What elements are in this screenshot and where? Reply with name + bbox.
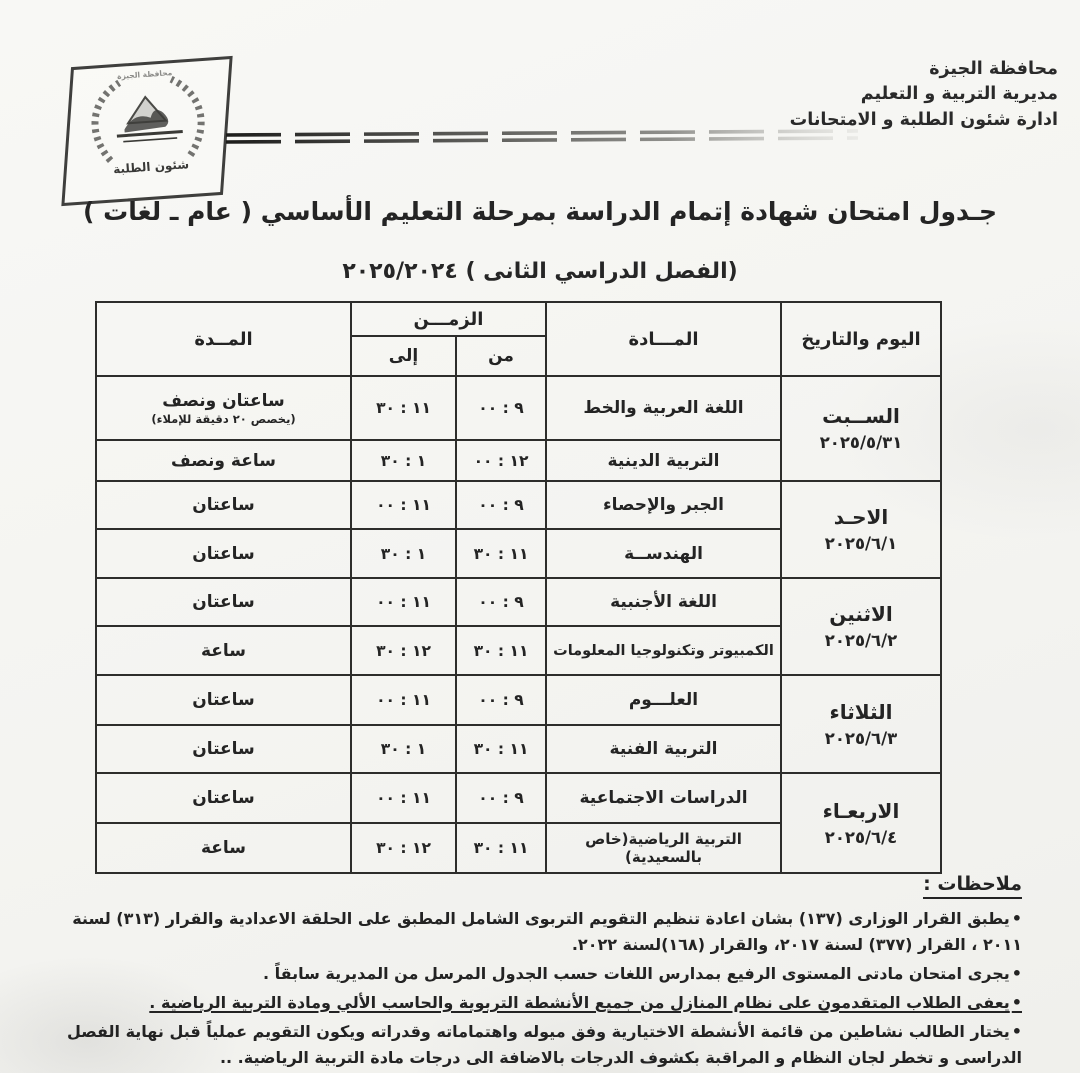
to-cell: ١١ : ٠٠: [350, 772, 457, 824]
sphinx-icon: [124, 110, 169, 133]
to-cell: ١١ : ٠٠: [350, 480, 457, 530]
table-row: الســبت ٢٠٢٥/٥/٣١ اللغة العربية والخط ٩ …: [95, 375, 942, 482]
to-cell: ١٢ : ٣٠: [350, 822, 457, 874]
stamp-inner: محافظة الجيزة شئون الطلبة: [74, 60, 221, 179]
notes-heading: ملاحظات :: [923, 873, 1022, 899]
to-cell: ١ : ٣٠: [350, 528, 457, 579]
day-name: الســبت: [822, 404, 900, 429]
table-row: الاثنين ٢٠٢٥/٦/٢ اللغة الأجنبية ٩ : ٠٠ ١…: [95, 577, 942, 676]
header-day-date: اليوم والتاريخ: [780, 301, 942, 377]
day-date: ٢٠٢٥/٦/١: [824, 534, 898, 554]
header-row-1: اليوم والتاريخ المـــادة الزمـــن المــد…: [95, 301, 942, 377]
duration-cell: ساعة ونصف: [95, 439, 352, 482]
header-time: الزمـــن: [350, 301, 547, 337]
header-subject: المـــادة: [545, 301, 782, 377]
subject-cell: الدراسات الاجتماعية: [545, 772, 782, 824]
org-header: محافظة الجيزة مديرية التربية و التعليم ا…: [790, 57, 1058, 133]
table-row: الهندســة ١١ : ٣٠ ١ : ٣٠ ساعتان: [95, 528, 941, 579]
to-cell: ١٢ : ٣٠: [350, 625, 457, 676]
subject-cell: الهندســة: [545, 528, 782, 579]
day-date: ٢٠٢٥/٦/٣: [824, 728, 898, 748]
table-row: الكمبيوتر وتكنولوجيا المعلومات ١١ : ٣٠ ١…: [95, 625, 941, 676]
from-cell: ٩ : ٠٠: [455, 674, 547, 726]
day-name: الثلاثاء: [829, 699, 893, 724]
stamp-baseline: [116, 130, 183, 138]
to-cell: ١١ : ٠٠: [350, 674, 457, 726]
to-cell: ١١ : ٣٠: [350, 375, 457, 441]
to-cell: ١ : ٣٠: [350, 439, 457, 482]
separator-line: [226, 129, 858, 144]
exam-schedule-table: اليوم والتاريخ المـــادة الزمـــن المــد…: [95, 301, 942, 874]
subject-cell: الكمبيوتر وتكنولوجيا المعلومات: [545, 625, 782, 676]
day-date-cell: الاربعـاء ٢٠٢٥/٦/٤: [780, 772, 942, 874]
day-name: الاحـد: [833, 505, 889, 530]
note-item: يجرى امتحان مادتى المستوى الرفيع بمدارس …: [52, 961, 1022, 987]
duration-cell: ساعتان: [95, 724, 352, 774]
from-cell: ١٢ : ٠٠: [455, 439, 547, 482]
duration-note: (يخصص ٢٠ دقيقة للإملاء): [151, 411, 296, 426]
duration-cell: ساعة: [95, 822, 352, 874]
duration-cell: ساعة: [95, 625, 352, 676]
laurel-wreath-left-icon: [91, 79, 122, 163]
day-date: ٢٠٢٥/٦/٤: [824, 827, 898, 847]
stamp-baseline-2: [123, 137, 178, 143]
day-name: الاثنين: [829, 602, 893, 627]
notes-section: ملاحظات : يطبق القرار الوزارى (١٣٧) بشان…: [52, 873, 1022, 1073]
day-date-cell: الثلاثاء ٢٠٢٥/٦/٣: [780, 674, 942, 774]
header-duration: المــدة: [95, 301, 352, 377]
table-row: الاربعـاء ٢٠٢٥/٦/٤ الدراسات الاجتماعية ٩…: [95, 772, 942, 874]
day-name: الاربعـاء: [822, 798, 900, 823]
note-item: يطبق القرار الوزارى (١٣٧) بشان اعادة تنظ…: [52, 906, 1022, 958]
subject-cell: التربية الدينية: [545, 439, 782, 482]
day-date-cell: الاثنين ٢٠٢٥/٦/٢: [780, 577, 942, 676]
duration-cell: ساعتان ونصف (يخصص ٢٠ دقيقة للإملاء): [95, 375, 352, 441]
from-cell: ٩ : ٠٠: [455, 772, 547, 824]
table-row: الثلاثاء ٢٠٢٥/٦/٣ العلـــوم ٩ : ٠٠ ١١ : …: [95, 674, 942, 774]
to-cell: ١ : ٣٠: [350, 724, 457, 774]
subject-cell: التربية الفنية: [545, 724, 782, 774]
org-line-directorate: مديرية التربية و التعليم: [860, 84, 1058, 105]
day-date-cell: الســبت ٢٠٢٥/٥/٣١: [780, 375, 942, 482]
day-date: ٢٠٢٥/٦/٢: [824, 631, 898, 651]
duration-cell: ساعتان: [95, 772, 352, 824]
day-date-cell: الاحـد ٢٠٢٥/٦/١: [780, 480, 942, 579]
page-title: جـدول امتحان شهادة إتمام الدراسة بمرحلة …: [82, 197, 998, 226]
subject-cell: الجبر والإحصاء: [545, 480, 782, 530]
org-line-administration: ادارة شئون الطلبة و الامتحانات: [789, 109, 1058, 130]
stamp-emblem: محافظة الجيزة: [91, 68, 205, 163]
duration-cell: ساعتان: [95, 577, 352, 627]
from-cell: ٩ : ٠٠: [455, 375, 547, 441]
student-affairs-stamp: محافظة الجيزة شئون الطلبة: [61, 55, 233, 207]
from-cell: ١١ : ٣٠: [455, 822, 547, 874]
note-item: يختار الطالب نشاطين من قائمة الأنشطة الا…: [52, 1019, 1022, 1071]
duration-cell: ساعتان: [95, 528, 352, 579]
subject-cell: اللغة العربية والخط: [545, 375, 782, 441]
duration-text: ساعتان ونصف: [162, 390, 285, 411]
org-line-governorate: محافظة الجيزة: [929, 59, 1058, 79]
header-to: إلى: [350, 335, 457, 377]
subject-cell: اللغة الأجنبية: [545, 577, 782, 627]
table-row: الاحـد ٢٠٢٥/٦/١ الجبر والإحصاء ٩ : ٠٠ ١١…: [95, 480, 942, 579]
header-row-2: من إلى: [96, 335, 941, 377]
from-cell: ١١ : ٣٠: [455, 625, 547, 676]
from-cell: ٩ : ٠٠: [455, 480, 547, 530]
duration-cell: ساعتان: [95, 480, 352, 530]
page-subtitle: (الفصل الدراسي الثانى ) ٢٠٢٥/٢٠٢٤: [342, 259, 738, 284]
from-cell: ١١ : ٣٠: [455, 528, 547, 579]
stamp-top-text: محافظة الجيزة: [117, 68, 173, 81]
note-item: يعفى الطلاب المتقدمون على نظام المنازل م…: [52, 990, 1022, 1016]
laurel-wreath-right-icon: [169, 76, 205, 157]
duration-cell: ساعتان: [95, 674, 352, 726]
subject-cell: التربية الرياضية(خاص بالسعيدية): [545, 822, 782, 874]
from-cell: ٩ : ٠٠: [455, 577, 547, 627]
table-row: التربية الفنية ١١ : ٣٠ ١ : ٣٠ ساعتان: [95, 724, 941, 774]
to-cell: ١١ : ٠٠: [350, 577, 457, 627]
subject-cell: العلـــوم: [545, 674, 782, 726]
header-from: من: [455, 335, 547, 377]
from-cell: ١١ : ٣٠: [455, 724, 547, 774]
table-row: التربية الدينية ١٢ : ٠٠ ١ : ٣٠ ساعة ونصف: [95, 439, 941, 482]
table-row: التربية الرياضية(خاص بالسعيدية) ١١ : ٣٠ …: [95, 822, 941, 874]
day-date: ٢٠٢٥/٥/٣١: [819, 433, 903, 453]
